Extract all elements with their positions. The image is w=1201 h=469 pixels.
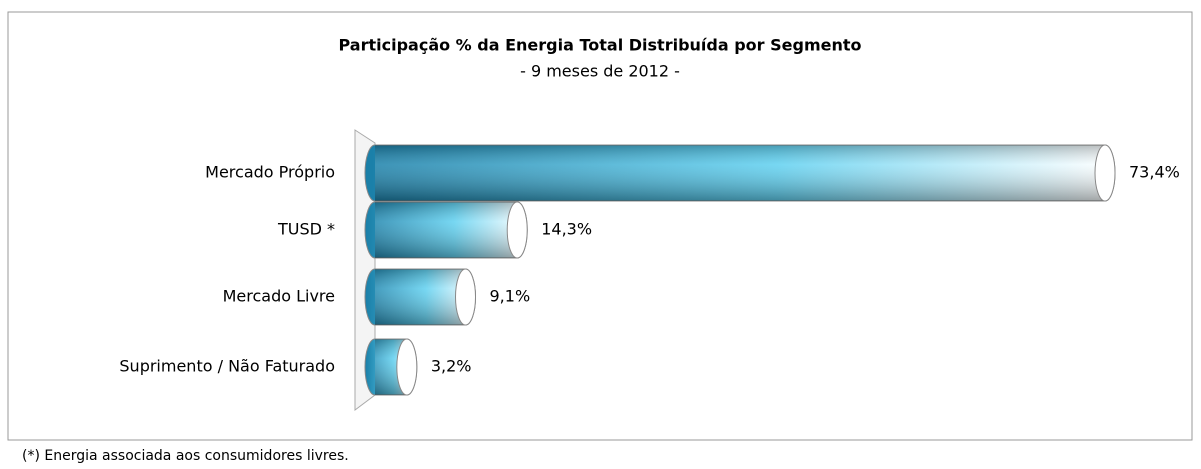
- footnote: (*) Energia associada aos consumidores l…: [22, 448, 349, 464]
- data-label: 9,1%: [490, 287, 531, 306]
- bar-cap: [396, 338, 418, 396]
- bar-cap: [506, 201, 528, 259]
- y-tick-label: Suprimento / Não Faturado: [119, 357, 335, 376]
- y-tick-label: Mercado Próprio: [205, 163, 335, 182]
- chart-subtitle: - 9 meses de 2012 -: [520, 62, 680, 81]
- chart-border: [7, 11, 1193, 441]
- bar-cap: [1094, 144, 1116, 202]
- data-label: 73,4%: [1129, 163, 1180, 182]
- bar-shade: [375, 202, 518, 258]
- y-tick-label: TUSD *: [277, 220, 335, 239]
- data-label: 3,2%: [431, 357, 472, 376]
- bar-shade: [375, 269, 466, 325]
- bar-cap: [455, 268, 477, 326]
- chart-title: Participação % da Energia Total Distribu…: [339, 36, 862, 55]
- y-tick-label: Mercado Livre: [223, 287, 335, 306]
- data-label: 14,3%: [541, 220, 592, 239]
- bar-shade: [375, 145, 1105, 201]
